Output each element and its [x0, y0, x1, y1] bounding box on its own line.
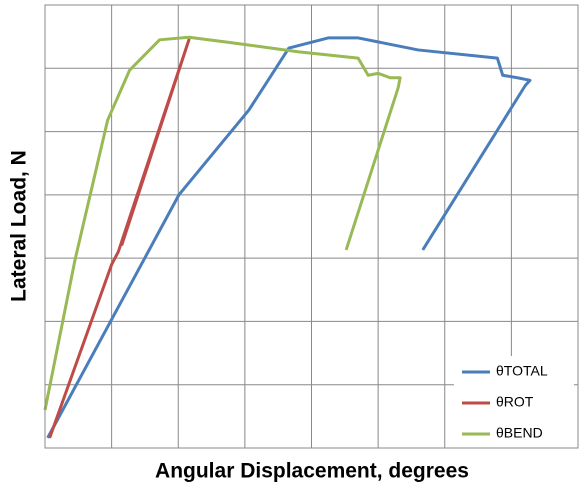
legend-text: θBEND: [496, 425, 543, 441]
legend-text: θROT: [496, 394, 534, 410]
y-axis-label: Lateral Load, N: [8, 150, 31, 302]
line-series: [48, 38, 191, 439]
line-series: [43, 35, 402, 411]
plot-border: [44, 4, 579, 449]
line-series: [46, 36, 532, 439]
legend-text: θTOTAL: [496, 363, 548, 379]
x-axis-label: Angular Displacement, degrees: [155, 460, 469, 483]
